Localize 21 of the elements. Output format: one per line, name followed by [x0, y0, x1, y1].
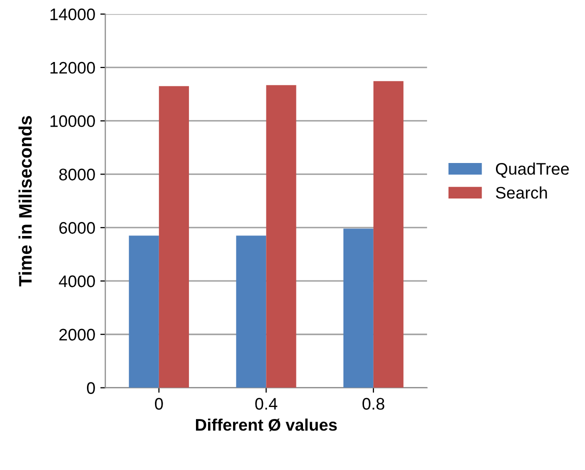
x-tick-label: 0: [154, 398, 163, 410]
bar: [343, 228, 374, 388]
bar: [128, 236, 159, 388]
y-tick-label: 0: [86, 382, 95, 394]
legend-label: QuadTree: [496, 162, 569, 178]
y-tick-label: 2000: [59, 328, 95, 341]
y-tick-label: 8000: [59, 168, 95, 180]
x-axis-title: Different Ø values: [196, 418, 337, 432]
y-axis-title: Time in Miliseconds: [18, 116, 32, 286]
legend-label: Search: [496, 186, 547, 199]
x-tick-label: 0.4: [255, 398, 278, 410]
y-tick-label: 12000: [50, 62, 95, 74]
y-tick-label: 10000: [50, 115, 95, 128]
bar: [266, 85, 296, 388]
bar: [158, 86, 189, 388]
y-tick-label: 6000: [59, 222, 95, 234]
bar: [236, 236, 266, 388]
bar: [373, 81, 404, 388]
y-tick-label: 14000: [50, 8, 95, 20]
x-tick-label: 0.8: [362, 398, 384, 410]
y-tick-label: 4000: [58, 275, 95, 288]
